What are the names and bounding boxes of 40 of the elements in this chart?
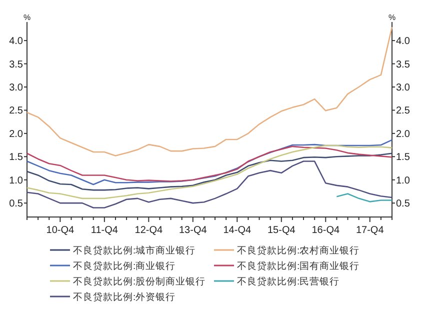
x-tick-label: 12-Q4 [134, 225, 163, 236]
y-tick-label: 3.5 [9, 59, 24, 70]
legend-label: 不良贷款比例:外资银行 [73, 291, 176, 303]
line-series [336, 193, 393, 202]
line-series [26, 144, 393, 200]
legend-label: 不良贷款比例:商业银行 [73, 260, 176, 272]
y2-tick-label: 2.0 [396, 128, 410, 140]
y2-axis-title: % [388, 13, 396, 22]
x-tick-label: 13-Q4 [179, 225, 208, 236]
line-series [26, 146, 393, 182]
y2-tick-label: 0.5 [396, 198, 410, 210]
y-tick-label: 4.0 [9, 36, 24, 48]
line-series [26, 26, 393, 156]
y-axis-title: % [23, 13, 31, 22]
y2-tick-label: 3.0 [396, 82, 410, 94]
y-tick-label: 1.5 [9, 152, 24, 164]
y2-tick-label: 3.5 [396, 59, 410, 70]
y-tick-label: 1.0 [9, 175, 24, 186]
y-tick-label: 3.0 [9, 82, 24, 94]
y-tick-label: 2.0 [9, 128, 24, 140]
x-tick-label: 11-Q4 [90, 225, 118, 236]
x-tick-label: 17-Q4 [356, 225, 384, 236]
y2-tick-label: 1.0 [396, 175, 410, 186]
line-series [26, 160, 393, 208]
line-series [26, 139, 393, 186]
legend-label: 不良贷款比例:国有商业银行 [237, 260, 360, 272]
legend-label: 不良贷款比例:农村商业银行 [237, 244, 360, 256]
line-series [26, 152, 393, 191]
y2-tick-label: 4.0 [396, 36, 410, 48]
x-tick-label: 16-Q4 [312, 225, 340, 236]
x-tick-label: 10-Q4 [46, 225, 75, 236]
legend-label: 不良贷款比例:民营银行 [237, 276, 340, 288]
legend-label: 不良贷款比例:股份制商业银行 [73, 276, 206, 288]
y-tick-label: 2.5 [9, 106, 24, 117]
legend-label: 不良贷款比例:城市商业银行 [73, 244, 196, 256]
y2-tick-label: 2.5 [396, 106, 410, 117]
y2-tick-label: 1.5 [396, 152, 410, 164]
x-tick-label: 14-Q4 [223, 225, 252, 236]
x-tick-label: 15-Q4 [267, 225, 296, 236]
y-tick-label: 0.5 [9, 198, 24, 210]
